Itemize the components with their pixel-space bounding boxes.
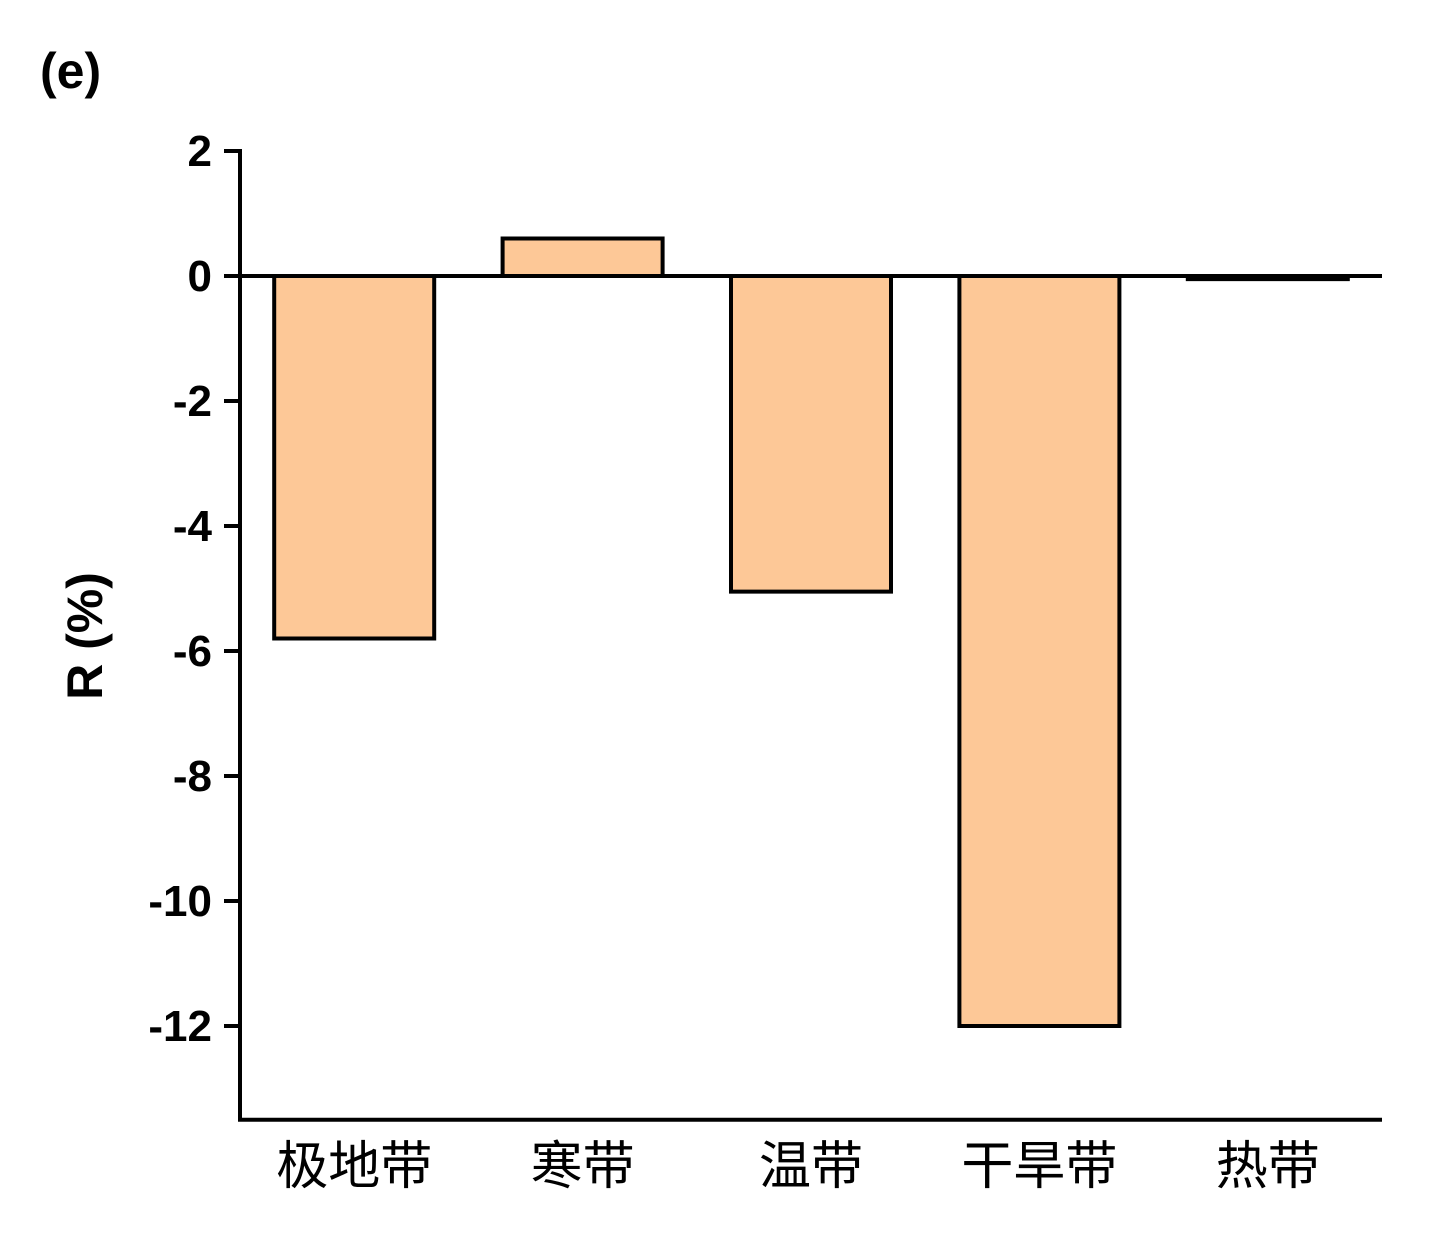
y-tick-label-3: -4 (173, 502, 213, 551)
y-tick-label-2: -2 (173, 377, 212, 426)
y-tick-label-1: 0 (188, 252, 212, 301)
panel-label: (e) (40, 43, 101, 99)
y-tick-label-7: -12 (148, 1002, 212, 1051)
bar-3 (957, 274, 1122, 1028)
y-tick-label-0: 2 (188, 127, 212, 176)
x-tick-label-4: 热带 (1216, 1137, 1320, 1197)
axes-layer (224, 149, 1382, 1122)
y-axis-title: R (%) (57, 572, 113, 700)
bars-layer (272, 236, 1350, 1028)
x-tick-label-1: 寒带 (531, 1137, 635, 1197)
y-tick-label-5: -8 (173, 752, 212, 801)
y-tick-label-4: -6 (173, 627, 212, 676)
x-tick-label-2: 温带 (759, 1137, 863, 1197)
x-tick-label-3: 干旱带 (961, 1137, 1117, 1197)
x-tick-label-0: 极地带 (276, 1137, 432, 1197)
bar-2 (729, 274, 893, 594)
y-tick-label-6: -10 (148, 877, 212, 926)
bar-0 (272, 274, 437, 641)
bar-1 (500, 236, 665, 278)
labels-layer: 极地带 寒带 温带 干旱带 热带 2 0 -2 -4 -6 -8 -10 -12 (148, 127, 1319, 1197)
